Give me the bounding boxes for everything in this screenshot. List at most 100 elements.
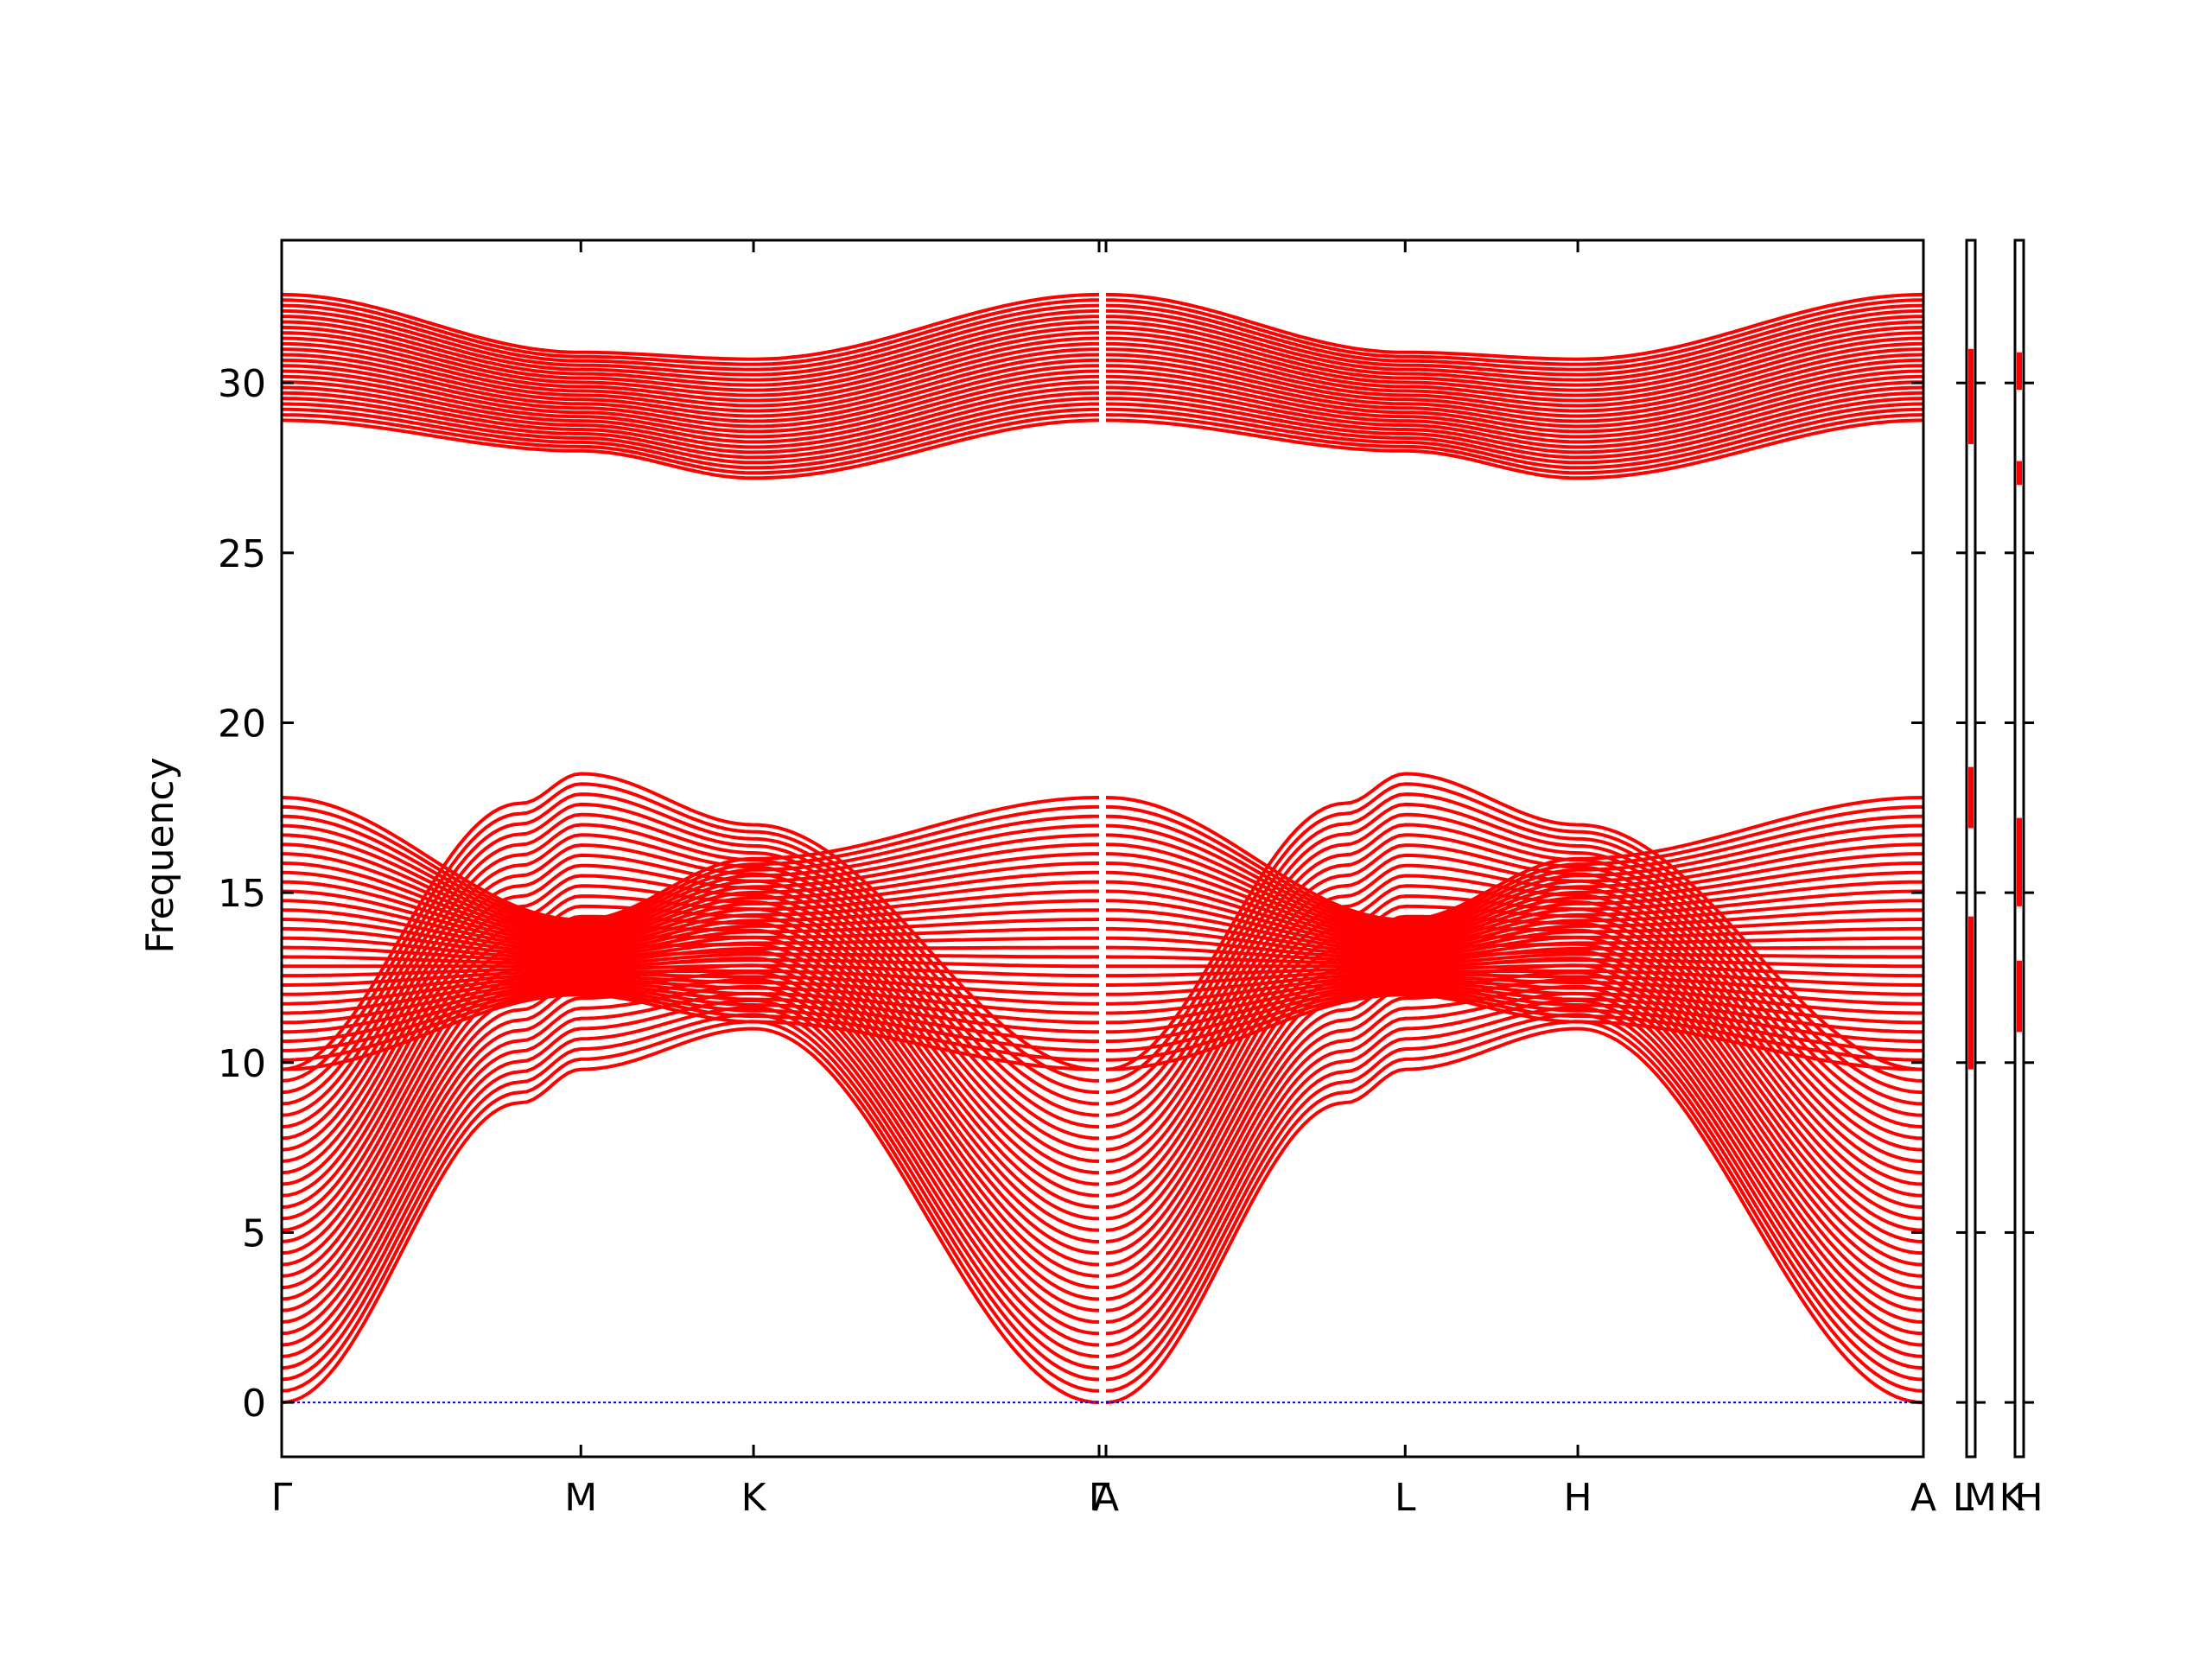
band-branch-b-65	[1105, 391, 1924, 454]
band-branch-b-0	[1105, 1027, 1924, 1405]
band-branch-b-48	[1106, 899, 1923, 950]
band-branch-b-83	[1105, 292, 1924, 361]
band-branch-a-83	[281, 292, 1100, 361]
band-branch-a-39	[282, 969, 1099, 987]
band-branch-b-3	[1105, 1005, 1924, 1370]
side-panel-band-0-1	[1968, 766, 1974, 829]
band-branch-b-34	[1106, 982, 1923, 1034]
band-branch-b-36	[1106, 977, 1923, 1015]
band-branch-b-81	[1105, 303, 1924, 372]
band-branch-a-25	[281, 812, 1100, 1117]
band-branch-a-15	[281, 914, 1100, 1232]
band-branch-b-63	[1106, 402, 1923, 465]
axes-frames	[280, 238, 2025, 1459]
band-branch-a-76	[281, 331, 1100, 397]
band-branch-a-69	[281, 369, 1100, 434]
band-branch-a-46	[281, 918, 1100, 956]
x-tick-label-5: L	[1395, 1476, 1416, 1520]
band-branch-b-73	[1105, 347, 1924, 413]
side-panel-band-1-2	[2017, 817, 2022, 906]
band-branch-a-12	[281, 942, 1100, 1267]
band-branch-b-58	[1105, 804, 1923, 925]
band-branch-b-69	[1105, 369, 1924, 434]
band-branch-b-80	[1105, 308, 1924, 377]
band-branch-a-82	[282, 298, 1099, 366]
band-branch-b-79	[1105, 315, 1924, 382]
band-branch-b-67	[1106, 380, 1923, 444]
band-branch-b-56	[1105, 823, 1923, 930]
band-branch-b-1	[1105, 1020, 1924, 1393]
band-branch-b-30	[1105, 993, 1923, 1071]
side-panel-band-0-0	[1968, 348, 1974, 444]
side-label-start-0: L	[1953, 1476, 1974, 1520]
band-branch-a-35	[281, 980, 1099, 1025]
band-branch-b-52	[1105, 861, 1923, 940]
band-branch-b-43	[1106, 945, 1923, 963]
y-tick-label-0: 0	[242, 1382, 266, 1426]
band-branch-a-81	[281, 303, 1100, 372]
band-branch-b-35	[1105, 980, 1923, 1025]
side-panel-band-1-1	[2017, 461, 2022, 486]
band-branch-a-40	[282, 963, 1099, 978]
band-branch-b-71	[1106, 358, 1923, 423]
side-panel-frame-0	[1965, 238, 1977, 1459]
x-tick-label-0: Γ	[271, 1476, 293, 1520]
band-branch-b-44	[1105, 936, 1924, 961]
tick-marks	[282, 240, 2034, 1457]
x-tick-label-3: Γ	[1089, 1476, 1110, 1520]
band-branch-a-77	[281, 325, 1100, 392]
band-branch-a-63	[282, 402, 1099, 465]
band-branch-a-30	[281, 993, 1099, 1071]
side-panel-frame-1	[2013, 238, 2025, 1459]
side-label-end-0: M	[1964, 1476, 1997, 1520]
band-branch-a-49	[281, 889, 1099, 948]
band-branch-a-80	[281, 308, 1100, 377]
band-branch-a-54	[281, 842, 1099, 935]
band-branch-b-47	[1105, 908, 1923, 953]
band-branch-a-21	[281, 853, 1100, 1163]
band-branch-b-59	[1105, 796, 1924, 922]
band-branch-a-55	[281, 833, 1100, 932]
band-branch-a-2	[281, 1013, 1100, 1382]
band-branch-a-45	[282, 926, 1099, 958]
band-branch-b-31	[1105, 990, 1924, 1062]
band-branch-a-71	[282, 358, 1099, 423]
band-branch-a-41	[282, 958, 1099, 969]
band-branch-a-74	[282, 341, 1099, 408]
band-branch-a-51	[281, 870, 1099, 943]
band-branch-b-41	[1106, 958, 1923, 969]
band-branch-b-40	[1106, 963, 1923, 978]
band-branch-a-73	[281, 347, 1100, 413]
band-branch-b-77	[1105, 325, 1924, 392]
side-panel-band-0-2	[1968, 916, 1974, 1070]
band-branch-a-31	[281, 990, 1100, 1062]
band-branch-a-38	[282, 972, 1099, 996]
y-tick-label-5: 5	[242, 1211, 266, 1255]
band-branch-b-74	[1106, 341, 1923, 408]
band-branch-b-15	[1105, 914, 1924, 1232]
band-branch-a-34	[282, 982, 1099, 1034]
band-branch-b-9	[1105, 963, 1924, 1301]
band-branch-a-67	[282, 380, 1099, 444]
x-tick-label-6: H	[1564, 1476, 1592, 1520]
main-axes-frame	[280, 238, 1925, 1459]
band-branch-a-6	[281, 984, 1100, 1336]
band-branch-b-6	[1105, 984, 1924, 1336]
band-branch-b-64	[1105, 397, 1924, 460]
band-branch-a-37	[282, 975, 1099, 1006]
band-branch-b-37	[1106, 975, 1923, 1006]
band-branch-b-21	[1105, 853, 1924, 1163]
band-branch-b-55	[1105, 833, 1924, 932]
band-branch-a-65	[281, 391, 1100, 454]
band-branch-b-72	[1105, 353, 1924, 418]
band-branch-b-51	[1105, 870, 1923, 943]
band-branch-a-58	[281, 804, 1099, 925]
band-branch-b-54	[1105, 842, 1923, 935]
band-branch-b-32	[1106, 988, 1923, 1052]
band-branch-b-75	[1105, 336, 1924, 403]
band-branch-b-82	[1106, 298, 1923, 366]
band-branch-b-62	[1106, 407, 1924, 470]
band-branch-b-25	[1105, 812, 1924, 1117]
band-branch-b-49	[1105, 889, 1923, 948]
